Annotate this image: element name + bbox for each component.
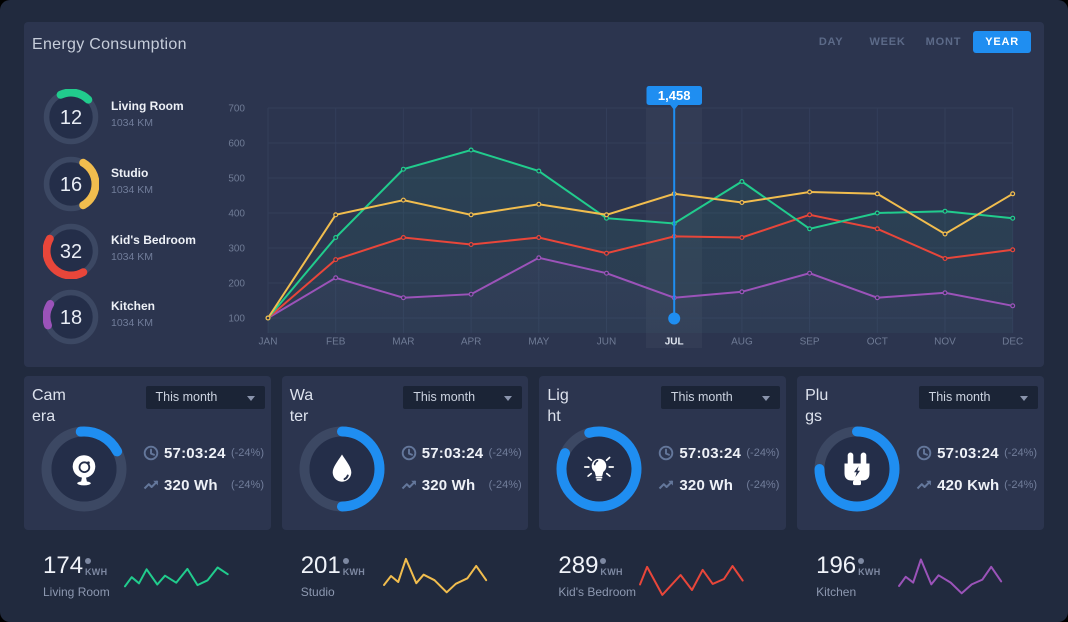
svg-text:100: 100 <box>228 314 245 325</box>
svg-text:400: 400 <box>228 209 245 220</box>
svg-text:12: 12 <box>60 107 82 129</box>
svg-text:200: 200 <box>228 279 245 290</box>
svg-text:700: 700 <box>228 104 245 115</box>
svg-text:AUG: AUG <box>731 337 753 348</box>
svg-text:APR: APR <box>461 337 482 348</box>
svg-text:18: 18 <box>60 307 82 329</box>
svg-text:DEC: DEC <box>1002 337 1023 348</box>
svg-text:JAN: JAN <box>259 337 278 348</box>
svg-text:32: 32 <box>60 241 82 263</box>
svg-text:OCT: OCT <box>867 337 888 348</box>
svg-text:MAY: MAY <box>528 337 549 348</box>
svg-text:JUN: JUN <box>597 337 616 348</box>
svg-text:300: 300 <box>228 244 245 255</box>
svg-text:16: 16 <box>60 174 82 196</box>
svg-text:NOV: NOV <box>934 337 956 348</box>
svg-text:JUL: JUL <box>665 337 684 348</box>
svg-text:500: 500 <box>228 174 245 185</box>
svg-text:600: 600 <box>228 139 245 150</box>
svg-text:1,458: 1,458 <box>658 88 691 103</box>
svg-text:FEB: FEB <box>326 337 346 348</box>
svg-text:MAR: MAR <box>392 337 414 348</box>
svg-text:SEP: SEP <box>800 337 820 348</box>
